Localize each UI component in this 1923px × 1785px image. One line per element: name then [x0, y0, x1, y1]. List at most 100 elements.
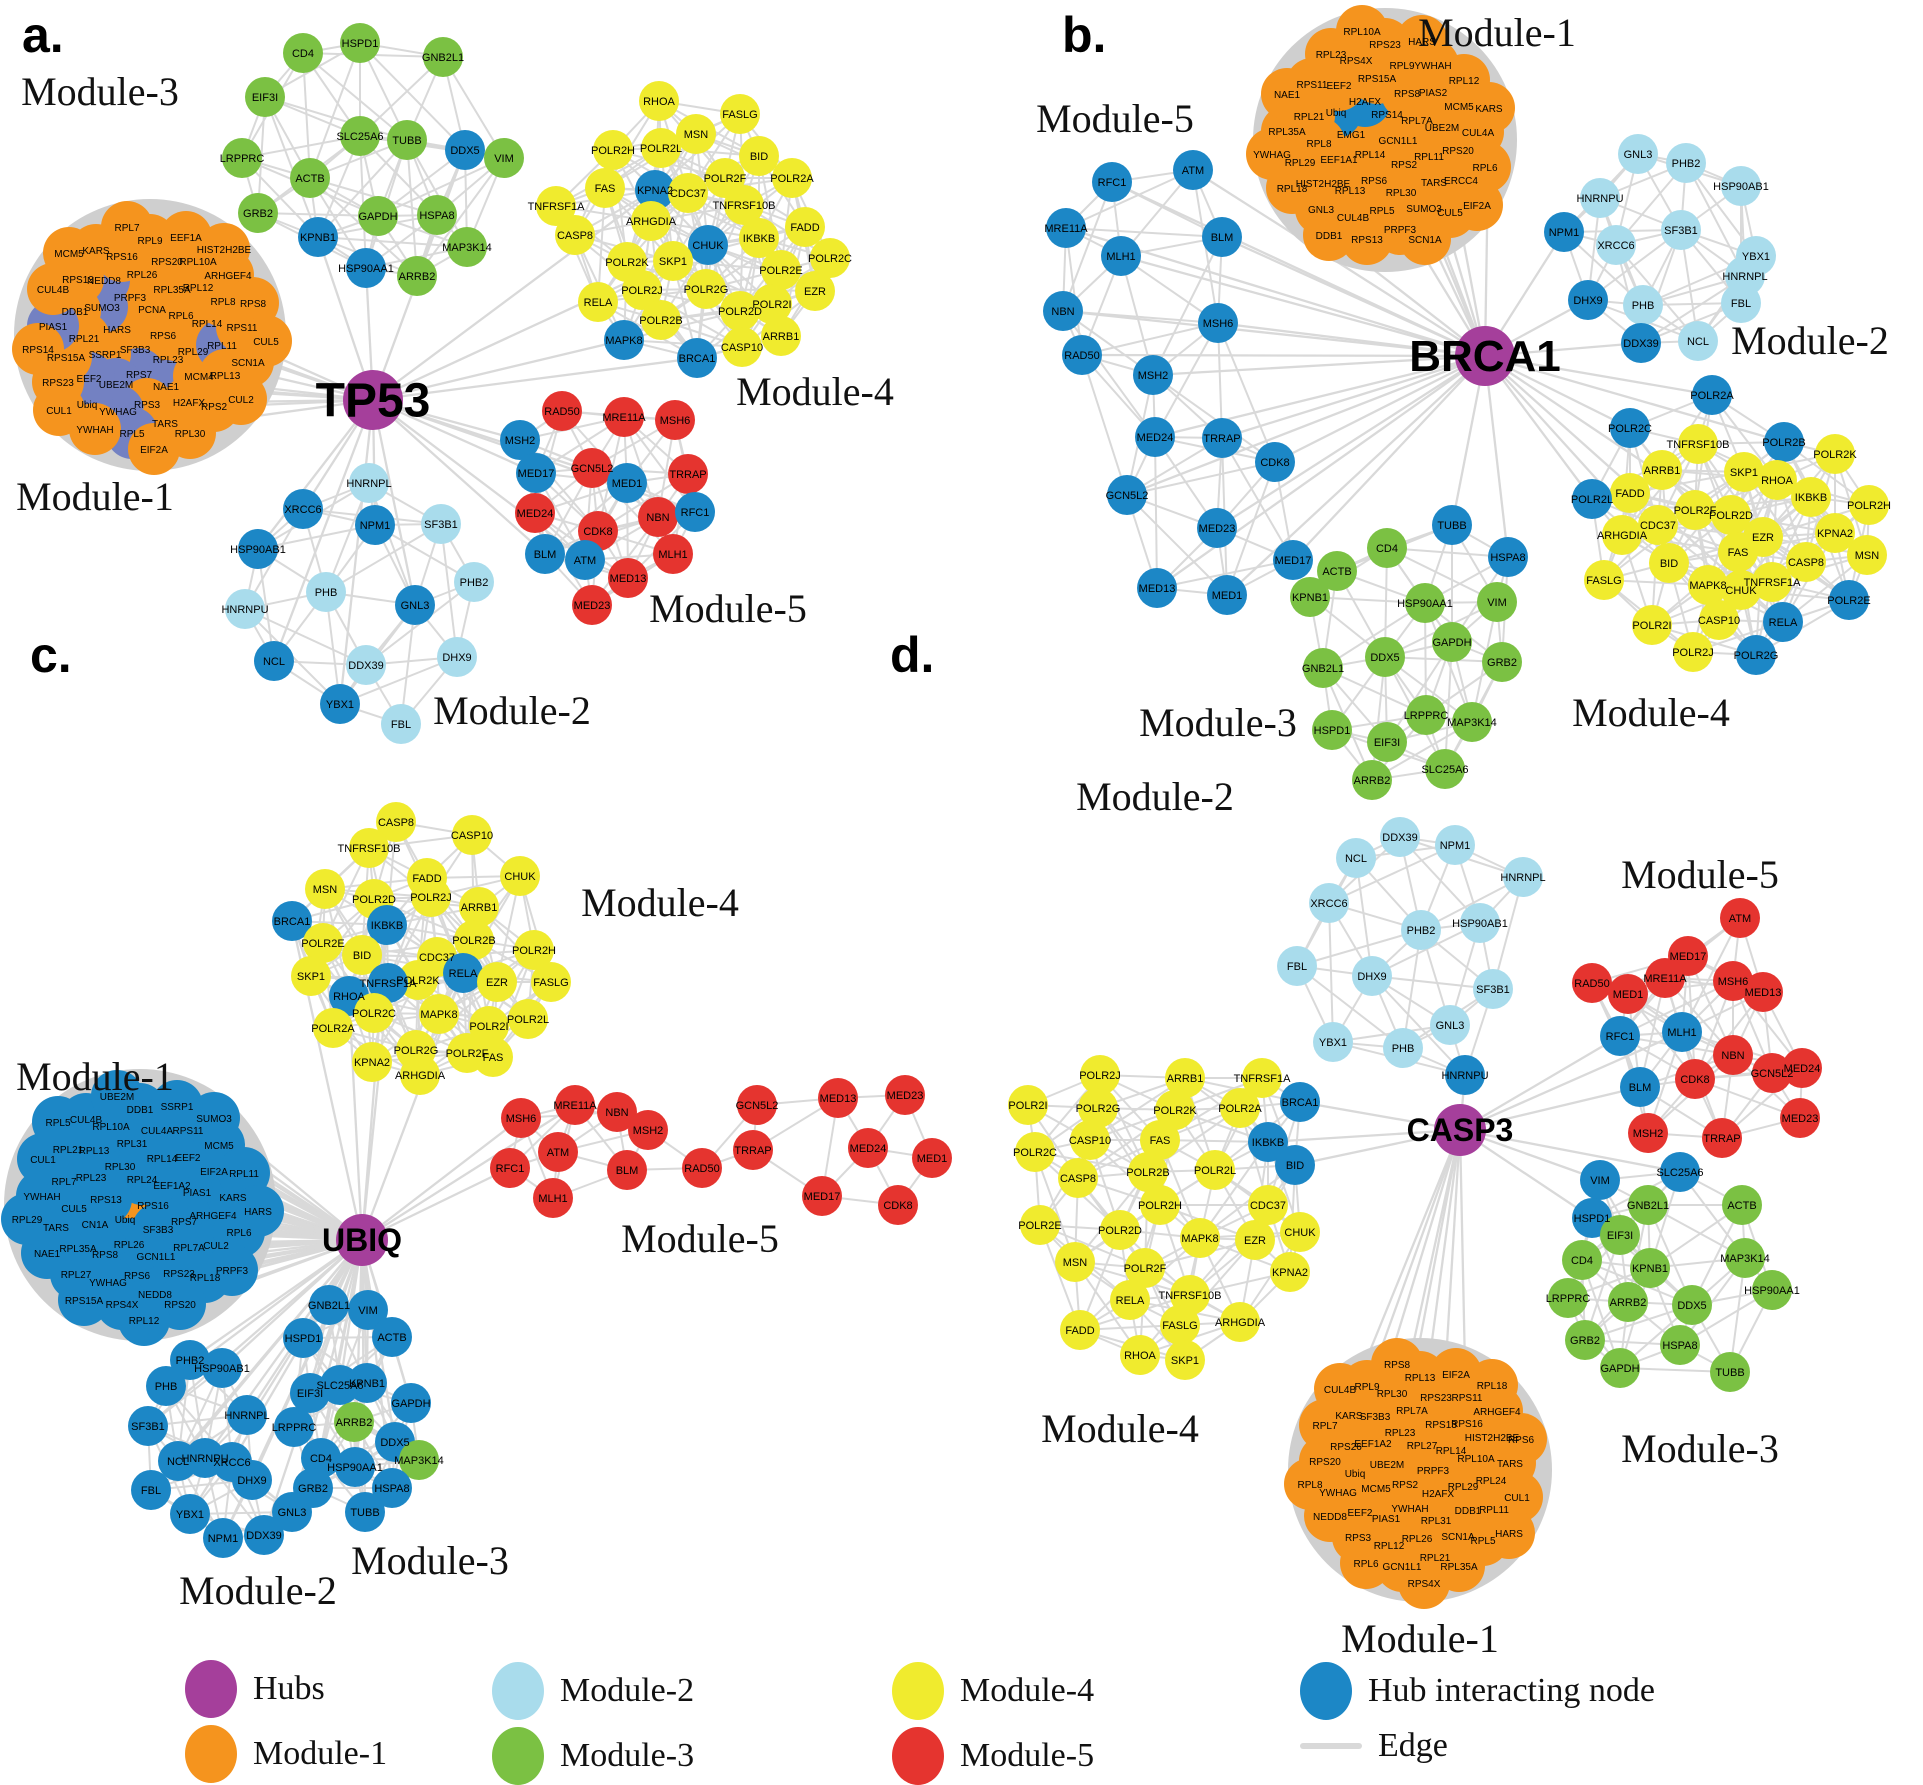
node-CHUK [1721, 570, 1761, 610]
node-label: YBX1 [326, 699, 354, 711]
node-CHUK [500, 856, 540, 896]
node-GAPDH [358, 196, 398, 236]
module-label: Module-4 [1572, 690, 1730, 735]
node-POLR2F [1125, 1248, 1165, 1288]
node-label: RPS11 [173, 1126, 204, 1137]
node-label: RPL14 [147, 1154, 178, 1165]
node-label: SF3B3 [120, 345, 151, 356]
node-NCL [254, 641, 294, 681]
node-GNL3 [395, 585, 435, 625]
hub-label: TP53 [316, 374, 431, 427]
node-label: GAPDH [391, 1398, 430, 1410]
node-label: POLR2E [1018, 1220, 1061, 1232]
node-GNL3 [1430, 1005, 1470, 1045]
node-YBX1 [170, 1494, 210, 1534]
node-label: KPNB1 [1292, 592, 1328, 604]
node-label: MED24 [850, 1143, 887, 1155]
edge [339, 656, 458, 705]
node-label: HSPD1 [285, 1333, 322, 1345]
node-MED17 [802, 1176, 842, 1216]
node-label: HNRNPL [1722, 271, 1767, 283]
node-FADD [1610, 473, 1650, 513]
node-TRRAP [668, 454, 708, 494]
node-MSN [1847, 535, 1887, 575]
edge [1371, 975, 1494, 990]
node-MED13 [1743, 972, 1783, 1012]
node-label: CD4 [1571, 1255, 1593, 1267]
node-TNFRSF10B [1678, 424, 1718, 464]
edge [372, 243, 709, 402]
node-label: CASP10 [721, 342, 763, 354]
node-MSN [1055, 1242, 1095, 1282]
node-POLR2F [1675, 490, 1715, 530]
node-label: RPS14 [22, 345, 54, 356]
node-DDX5 [1672, 1285, 1712, 1325]
node-label: DHX9 [1573, 295, 1602, 307]
node-label: ARHGDIA [626, 216, 677, 228]
node-label: FBL [141, 1485, 161, 1497]
node-label: BID [1660, 558, 1678, 570]
edge [1483, 355, 1510, 558]
node-label: POLR2J [1079, 1070, 1121, 1082]
module-label: Module-3 [351, 1538, 509, 1583]
node-label: MED17 [1670, 951, 1707, 963]
node-MED1 [607, 463, 647, 503]
node-PHB [1383, 1028, 1423, 1068]
node-label: POLR2K [605, 257, 649, 269]
node-label: GRB2 [298, 1483, 328, 1495]
node-label: POLR2D [1709, 510, 1753, 522]
node-MAPK8 [1180, 1218, 1220, 1258]
node-label: DDX39 [1382, 832, 1417, 844]
node-HIST2H2BE [198, 223, 250, 275]
node-POLR2L [1572, 479, 1612, 519]
node-MRE11A [604, 397, 644, 437]
node-label: FASLG [722, 109, 757, 121]
node-label: RPL8 [1297, 1480, 1322, 1491]
node-label: CASP10 [1069, 1135, 1111, 1147]
node-label: RPL26 [1402, 1534, 1433, 1545]
node-label: RPL30 [1386, 188, 1417, 199]
node-KPNB1 [1290, 577, 1330, 617]
hub-label: CASP3 [1407, 1112, 1514, 1148]
node-HSP90AA1 [346, 248, 386, 288]
node-label: HSPA8 [419, 210, 454, 222]
node-label: POLR2A [311, 1023, 355, 1035]
node-TRRAP [1202, 418, 1242, 458]
node-label: POLR2J [410, 892, 452, 904]
node-label: RHOA [1124, 1350, 1156, 1362]
node-label: RPL21 [69, 334, 100, 345]
node-KPNB1 [1630, 1248, 1670, 1288]
node-label: RPS3 [134, 400, 161, 411]
node-label: POLR2A [1218, 1103, 1262, 1115]
node-label: RPL7A [1401, 116, 1433, 127]
edge [1371, 656, 1386, 781]
node-label: NBN [1051, 306, 1074, 318]
node-MSH2 [500, 420, 540, 460]
node-SF3B1 [1473, 969, 1513, 1009]
node-POLR2B [454, 920, 494, 960]
node-label: ARHGEF4 [1473, 1407, 1521, 1418]
module-label: Module-4 [736, 369, 894, 414]
node-HSPA8 [1488, 537, 1528, 577]
node-NBN [1043, 291, 1083, 331]
node-label: HNRNPL [346, 478, 391, 490]
node-SCN1A [1399, 213, 1451, 265]
module-label: Module-5 [1621, 852, 1779, 897]
node-label: POLR2B [452, 935, 495, 947]
node-label: HSPD1 [1314, 725, 1351, 737]
node-MED13 [818, 1078, 858, 1118]
node-CDK8 [1675, 1059, 1715, 1099]
node-FADD [785, 207, 825, 247]
node-MSH6 [655, 400, 695, 440]
edge [1292, 355, 1486, 561]
node-label: DDX5 [1677, 1300, 1706, 1312]
node-label: VIM [1487, 597, 1507, 609]
node-label: MED1 [612, 478, 643, 490]
node-label: PHB [1392, 1043, 1415, 1055]
node-label: ATM [1182, 165, 1204, 177]
node-label: RFC1 [496, 1163, 525, 1175]
node-YBX1 [1313, 1022, 1353, 1062]
node-label: RFC1 [1606, 1031, 1635, 1043]
node-label: RPL11 [1479, 1505, 1509, 1516]
hub-label: UBIQ [322, 1222, 402, 1258]
